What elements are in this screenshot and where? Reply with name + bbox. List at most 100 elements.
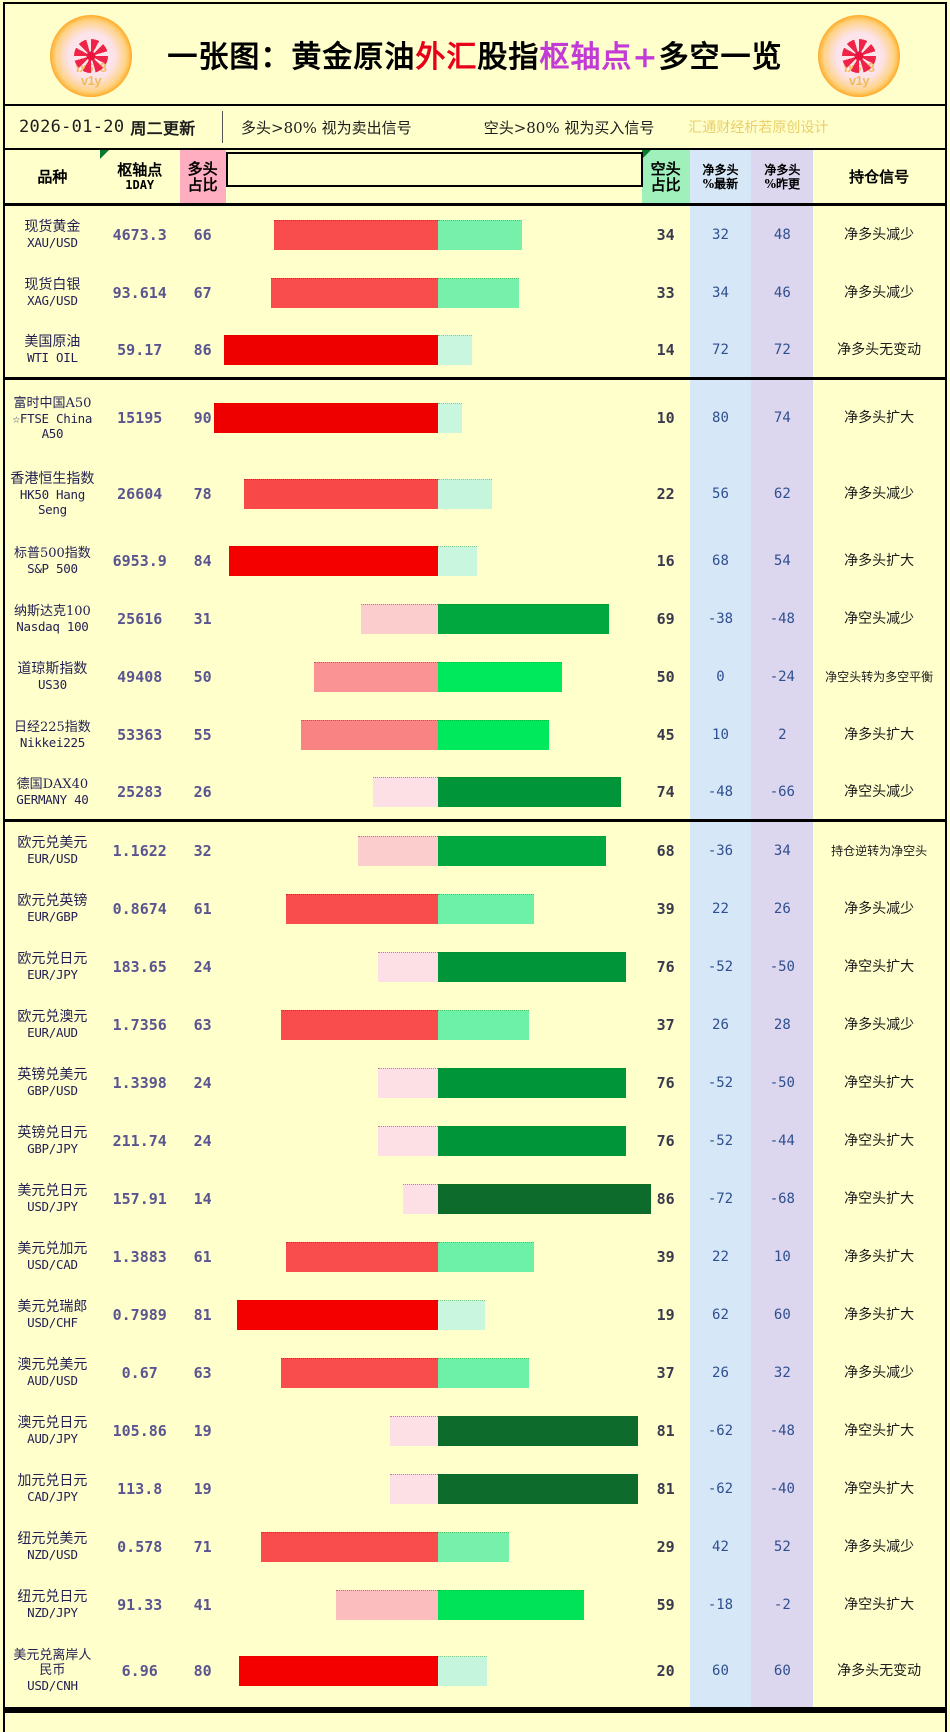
short-bar bbox=[437, 220, 522, 250]
row-short-pct: 34 bbox=[642, 206, 690, 264]
signal-text: 净空头减少 bbox=[844, 611, 915, 627]
row-signal: 净空头扩大 bbox=[813, 1402, 945, 1460]
long-pct-number: 81 bbox=[193, 1306, 212, 1324]
pivot-number: 0.67 bbox=[121, 1364, 158, 1382]
short-pct-number: 34 bbox=[656, 226, 675, 244]
row-bar-chart bbox=[226, 264, 642, 322]
row-pivot-value: 211.74 bbox=[100, 1112, 180, 1170]
table-row: 欧元兑澳元 EUR/AUD 1.7356 63 37 26 28 净多头减少 bbox=[5, 996, 945, 1054]
pivot-number: 25616 bbox=[117, 610, 163, 628]
net-new-number: 0 bbox=[716, 669, 725, 685]
long-bar bbox=[273, 220, 438, 250]
pivot-number: 1.3883 bbox=[112, 1248, 167, 1266]
instrument-name-cn: 澳元兑美元 bbox=[17, 1357, 88, 1373]
data-table: 品种 枢轴点 1DAY 多头 占比 空头 占比 净多头 %最新 净 bbox=[3, 150, 947, 1710]
net-old-number: 2 bbox=[778, 727, 787, 743]
instrument-symbol: ☆FTSE China A50 bbox=[12, 410, 93, 441]
corner-marker-icon bbox=[99, 150, 109, 159]
instrument-name-cn: 香港恒生指数 bbox=[10, 470, 95, 487]
row-instrument-name: 英镑兑日元 GBP/JPY bbox=[5, 1112, 100, 1170]
row-short-pct: 50 bbox=[642, 648, 690, 706]
row-long-pct: 14 bbox=[180, 1170, 226, 1228]
net-new-number: -52 bbox=[707, 1075, 734, 1091]
short-bar bbox=[437, 604, 609, 634]
row-net-new: 62 bbox=[689, 1286, 752, 1344]
short-pct-number: 20 bbox=[656, 1661, 675, 1680]
row-net-old: 74 bbox=[751, 380, 814, 456]
instrument-symbol: HK50 Hang Seng bbox=[19, 486, 85, 517]
instrument-symbol: GERMANY 40 bbox=[16, 791, 89, 807]
long-pct-number: 41 bbox=[193, 1596, 212, 1614]
instrument-name-cn: 美元兑离岸人民币 bbox=[13, 1648, 92, 1678]
table-header-row: 品种 枢轴点 1DAY 多头 占比 空头 占比 净多头 %最新 净 bbox=[5, 150, 945, 206]
signal-text: 净多头减少 bbox=[844, 486, 915, 502]
instrument-name-cn: 日经225指数 bbox=[13, 720, 91, 735]
table-row: 英镑兑日元 GBP/JPY 211.74 24 76 -52 -44 净空头扩大 bbox=[5, 1112, 945, 1170]
signal-text: 净空头扩大 bbox=[844, 1481, 915, 1497]
long-bar bbox=[390, 1474, 438, 1504]
page-title: 一张图：黄金原油外汇股指枢轴点+多空一览 bbox=[167, 32, 782, 76]
pivot-number: 91.33 bbox=[117, 1596, 163, 1614]
row-net-new: -62 bbox=[689, 1402, 752, 1460]
short-pct-number: 16 bbox=[656, 552, 675, 570]
row-bar-chart bbox=[226, 1402, 642, 1460]
row-net-new: 56 bbox=[689, 456, 752, 532]
row-pivot-value: 1.7356 bbox=[100, 996, 180, 1054]
title-part-3: 枢轴点+ bbox=[539, 40, 659, 75]
pivot-number: 1.7356 bbox=[112, 1016, 167, 1034]
col-header-short-l1: 空头 bbox=[650, 159, 681, 178]
row-instrument-name: 美国原油 WTI OIL bbox=[5, 322, 100, 377]
short-bar bbox=[437, 952, 627, 982]
row-pivot-value: 15195 bbox=[100, 380, 180, 456]
instrument-symbol: AUD/JPY bbox=[27, 1431, 78, 1446]
instrument-name-cn: 标普500指数 bbox=[13, 546, 91, 561]
row-net-new: 42 bbox=[689, 1518, 752, 1576]
col-header-short-pct: 空头 占比 bbox=[641, 150, 690, 203]
row-net-new: -52 bbox=[689, 938, 752, 996]
instrument-symbol: GBP/JPY bbox=[27, 1141, 78, 1156]
table-row: 纳斯达克100 Nasdaq 100 25616 31 69 -38 -48 净空头减少 bbox=[5, 590, 945, 648]
row-net-old: 10 bbox=[751, 1228, 814, 1286]
net-old-number: 10 bbox=[773, 1249, 791, 1265]
net-old-number: 34 bbox=[773, 843, 791, 859]
short-bar bbox=[437, 334, 473, 365]
instrument-symbol: US30 bbox=[37, 677, 67, 692]
signal-text: 持仓逆转为净空头 bbox=[831, 844, 928, 858]
long-bar bbox=[244, 479, 438, 509]
row-signal: 净多头扩大 bbox=[813, 1228, 945, 1286]
net-old-number: 28 bbox=[773, 1017, 791, 1033]
row-signal: 净空头扩大 bbox=[813, 1460, 945, 1518]
row-bar-chart bbox=[226, 1170, 651, 1228]
row-pivot-value: 25283 bbox=[100, 764, 180, 819]
long-bar bbox=[301, 720, 438, 750]
row-long-pct: 50 bbox=[180, 648, 226, 706]
instrument-symbol: CAD/JPY bbox=[27, 1489, 78, 1504]
short-pct-number: 50 bbox=[656, 668, 675, 686]
row-long-pct: 78 bbox=[180, 456, 226, 532]
short-pct-number: 14 bbox=[656, 340, 675, 359]
pivot-number: 1.1622 bbox=[112, 842, 167, 860]
table-row: 澳元兑美元 AUD/USD 0.67 63 37 26 32 净多头减少 bbox=[5, 1344, 945, 1402]
short-bar bbox=[437, 546, 478, 576]
instrument-symbol: NZD/USD bbox=[27, 1547, 78, 1562]
net-new-number: 32 bbox=[712, 227, 729, 243]
subheader-bar: 2026-01-20 周二更新 多头>80% 视为卖出信号 空头>80% 视为买… bbox=[3, 106, 947, 150]
table-row: 现货黄金 XAU/USD 4673.3 66 34 32 48 净多头减少 bbox=[5, 206, 945, 264]
net-old-number: -40 bbox=[769, 1481, 795, 1497]
row-short-pct: 16 bbox=[642, 532, 690, 590]
row-long-pct: 61 bbox=[180, 1228, 226, 1286]
row-long-pct: 63 bbox=[180, 1344, 226, 1402]
row-short-pct: 76 bbox=[642, 1054, 690, 1112]
row-short-pct: 76 bbox=[642, 1112, 690, 1170]
row-bar-chart bbox=[226, 1460, 642, 1518]
signal-text: 净空头扩大 bbox=[844, 1191, 915, 1207]
row-pivot-value: 6.96 bbox=[100, 1634, 180, 1707]
short-pct-number: 33 bbox=[656, 284, 675, 302]
short-pct-number: 10 bbox=[656, 409, 675, 427]
pivot-number: 0.578 bbox=[117, 1538, 163, 1556]
row-net-old: 52 bbox=[751, 1518, 814, 1576]
net-new-number: -48 bbox=[707, 783, 734, 800]
instrument-symbol: GBP/USD bbox=[27, 1083, 78, 1098]
long-pct-number: 24 bbox=[193, 1074, 212, 1092]
row-net-new: 32 bbox=[689, 206, 752, 264]
